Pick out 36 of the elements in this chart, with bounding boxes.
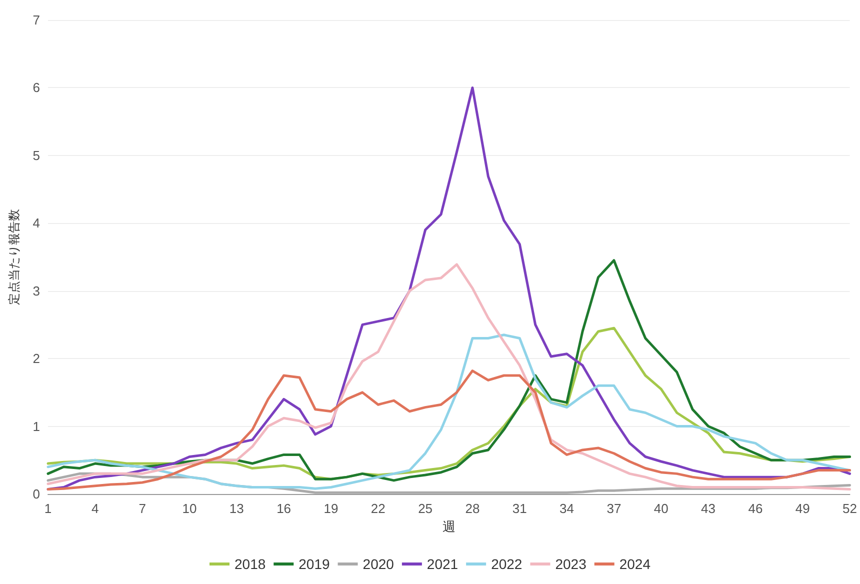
legend-label: 2022 [491, 556, 522, 572]
x-axis-title: 週 [442, 518, 456, 534]
y-tick-label: 0 [32, 486, 40, 502]
x-tick-label: 10 [182, 501, 197, 516]
y-tick-label: 2 [32, 351, 40, 366]
x-tick-label: 52 [842, 501, 858, 516]
x-tick-label: 34 [560, 501, 574, 516]
x-tick-label: 1 [44, 501, 52, 516]
y-tick-label: 6 [32, 80, 40, 96]
legend-label: 2021 [426, 556, 458, 572]
x-tick-label: 40 [654, 501, 668, 516]
x-tick-label: 28 [465, 501, 480, 516]
x-tick-label: 37 [606, 501, 622, 516]
x-tick-label: 4 [92, 501, 99, 516]
y-tick-label: 1 [32, 418, 40, 434]
y-tick-label: 4 [32, 216, 40, 231]
x-tick-label: 49 [795, 501, 810, 516]
y-tick-label: 5 [32, 148, 40, 163]
y-tick-label: 7 [32, 12, 40, 28]
legend-label: 2018 [234, 556, 266, 572]
x-tick-label: 25 [418, 501, 433, 516]
legend-label: 2019 [298, 556, 330, 572]
x-tick-label: 13 [229, 501, 244, 516]
x-tick-label: 7 [138, 501, 146, 516]
x-tick-label: 46 [748, 501, 763, 516]
legend-label: 2020 [362, 556, 394, 572]
legend-label: 2024 [619, 556, 651, 572]
y-tick-label: 3 [32, 283, 40, 298]
x-tick-label: 19 [324, 501, 338, 516]
line-series [46, 370, 852, 491]
x-tick-label: 43 [701, 501, 716, 516]
legend-label: 2023 [555, 556, 587, 572]
x-tick-label: 31 [512, 501, 527, 516]
x-tick-label: 22 [370, 501, 386, 516]
y-axis-title: 定点当たり報告数 [7, 209, 21, 305]
x-tick-label: 16 [276, 501, 292, 516]
